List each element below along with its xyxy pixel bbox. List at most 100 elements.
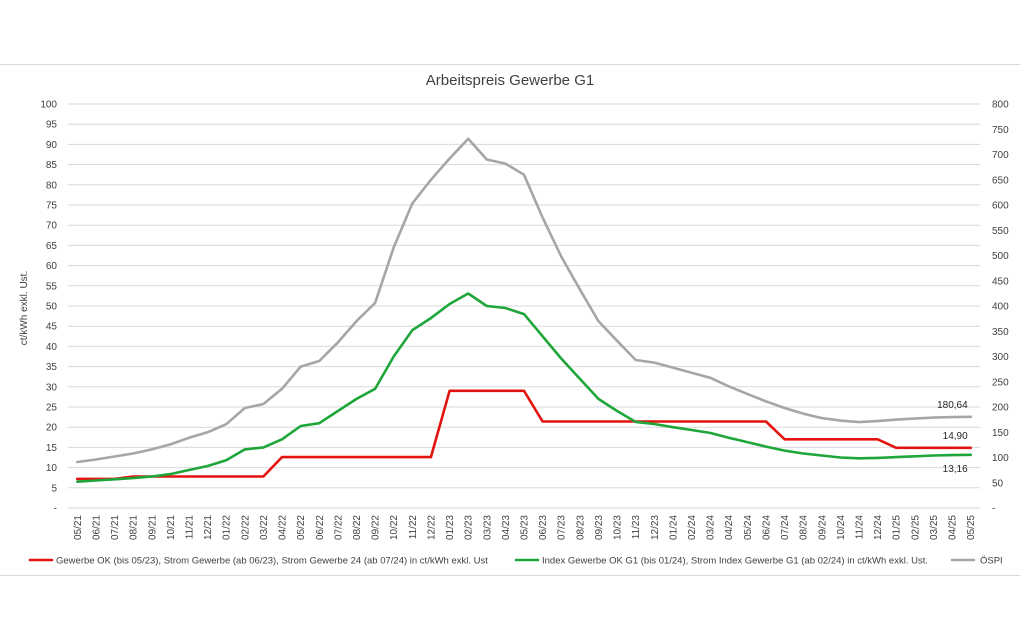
y2-tick-label: 250 (992, 377, 1009, 388)
y2-tick-label: 750 (992, 125, 1009, 136)
legend-label-1: Index Gewerbe OK G1 (bis 01/24), Strom I… (542, 556, 928, 567)
x-tick-label: 03/22 (259, 515, 270, 540)
y-tick-label: - (54, 504, 57, 515)
y2-tick-label: 550 (992, 226, 1009, 237)
x-tick-label: 12/23 (650, 515, 661, 540)
x-tick-label: 10/24 (836, 515, 847, 540)
y-tick-label: 15 (46, 443, 58, 454)
x-tick-label: 06/21 (91, 515, 102, 540)
y-tick-label: 25 (46, 403, 58, 414)
x-tick-label: 09/22 (371, 515, 382, 540)
y2-tick-label: 600 (992, 201, 1009, 212)
y2-tick-label: 350 (992, 327, 1009, 338)
x-tick-label: 03/23 (482, 515, 493, 540)
y-tick-label: 75 (46, 201, 58, 212)
x-tick-label: 04/23 (501, 515, 512, 540)
x-tick-label: 02/25 (910, 515, 921, 540)
x-tick-label: 06/24 (761, 515, 772, 540)
x-tick-label: 08/22 (352, 515, 363, 540)
x-tick-label: 07/24 (780, 515, 791, 540)
x-tick-label: 06/23 (538, 515, 549, 540)
x-tick-label: 07/23 (557, 515, 568, 540)
x-tick-label: 10/23 (613, 515, 624, 540)
series-line-2 (76, 137, 973, 464)
x-tick-label: 10/21 (166, 515, 177, 540)
x-tick-label: 02/23 (464, 515, 475, 540)
end-data-label: 180,64 (937, 400, 968, 411)
chart-frame (0, 64, 1020, 576)
series-line-0 (76, 389, 973, 481)
y-tick-label: 20 (46, 423, 58, 434)
y2-tick-label: 300 (992, 352, 1009, 363)
y-tick-label: 50 (46, 302, 58, 313)
x-tick-label: 08/24 (799, 515, 810, 540)
y-tick-label: 95 (46, 120, 58, 131)
y-tick-label: 55 (46, 281, 58, 292)
x-tick-label: 03/24 (706, 515, 717, 540)
x-tick-label: 07/21 (110, 515, 121, 540)
data-labels: 14,90 13,16 180,64 (937, 400, 968, 475)
y-axis-title: ct/kWh exkl. Ust. (19, 271, 30, 345)
x-tick-label: 05/21 (73, 515, 84, 540)
y-tick-label: 45 (46, 322, 58, 333)
x-tick-label: 11/23 (631, 515, 642, 540)
series-lines (76, 137, 973, 484)
y-tick-label: 85 (46, 160, 58, 171)
y-tick-label: 5 (51, 483, 57, 494)
chart-title: Arbeitspreis Gewerbe G1 (426, 72, 594, 89)
y2-tick-label: 50 (992, 478, 1004, 489)
y2-tick-label: 100 (992, 453, 1009, 464)
y-tick-label: 80 (46, 180, 58, 191)
y2-tick-label: - (992, 504, 995, 515)
end-data-label: 14,90 (943, 431, 968, 442)
y2-tick-label: 650 (992, 175, 1009, 186)
x-tick-label: 05/22 (296, 515, 307, 540)
y-tick-label: 40 (46, 342, 58, 353)
y2-tick-label: 800 (992, 100, 1009, 111)
x-tick-label: 07/22 (333, 515, 344, 540)
x-tick-label: 02/24 (687, 515, 698, 540)
x-tick-label: 08/23 (575, 515, 586, 540)
x-tick-label: 01/22 (222, 515, 233, 540)
x-tick-label: 04/22 (278, 515, 289, 540)
y-tick-label: 90 (46, 140, 58, 151)
x-tick-label: 09/24 (817, 515, 828, 540)
x-tick-label: 12/24 (873, 515, 884, 540)
x-tick-label: 08/21 (129, 515, 140, 540)
end-data-label: 13,16 (943, 464, 968, 475)
y-tick-label: 10 (46, 463, 58, 474)
x-tick-label: 12/21 (203, 515, 214, 540)
y2-tick-label: 200 (992, 403, 1009, 414)
x-tick-label: 04/25 (948, 515, 959, 540)
y-tick-label: 35 (46, 362, 58, 373)
x-tick-label: 09/21 (147, 515, 158, 540)
x-tick-label: 05/23 (520, 515, 531, 540)
x-tick-label: 04/24 (724, 515, 735, 540)
y-tick-label: 100 (40, 100, 57, 111)
x-tick-label: 11/21 (184, 515, 195, 540)
y-tick-label: 70 (46, 221, 58, 232)
y-tick-label: 60 (46, 261, 58, 272)
legend-label-0: Gewerbe OK (bis 05/23), Strom Gewerbe (a… (56, 556, 488, 567)
x-tick-label: 11/22 (408, 515, 419, 540)
y2-tick-label: 450 (992, 276, 1009, 287)
x-axis: 05/21 06/21 07/21 08/21 09/21 10/21 11/21 12/21… (73, 515, 977, 540)
x-tick-label: 11/24 (855, 515, 866, 540)
x-tick-label: 02/22 (240, 515, 251, 540)
x-tick-label: 12/22 (426, 515, 437, 540)
left-y-axis: - 5 10 15 20 25 30 35 40 45 50 55 60 65 70 75 80 85 90 95 10… (40, 100, 57, 515)
legend-label-2: ÖSPI (980, 556, 1003, 567)
x-tick-label: 05/24 (743, 515, 754, 540)
x-tick-label: 01/23 (445, 515, 456, 540)
grid-lines (68, 103, 980, 509)
x-tick-label: 06/22 (315, 515, 326, 540)
y2-tick-label: 700 (992, 150, 1009, 161)
y2-tick-label: 400 (992, 302, 1009, 313)
x-tick-label: 01/24 (668, 515, 679, 540)
y-tick-label: 30 (46, 382, 58, 393)
y2-tick-label: 150 (992, 428, 1009, 439)
series-line-1 (76, 292, 973, 484)
x-tick-label: 05/25 (966, 515, 977, 540)
